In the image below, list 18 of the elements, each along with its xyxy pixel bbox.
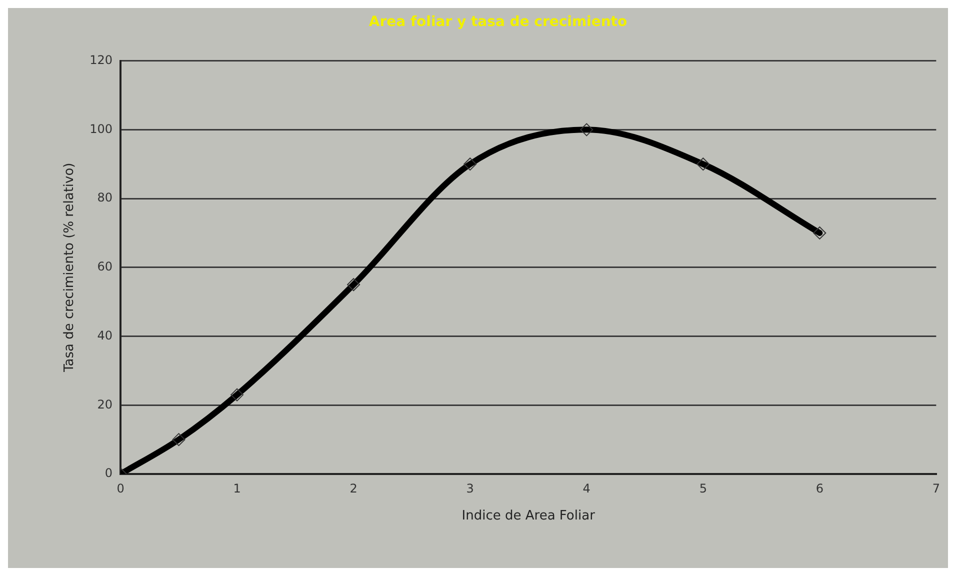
y-tick-label: 40 xyxy=(97,328,113,342)
y-tick-label: 0 xyxy=(104,466,113,480)
x-tick-label: 0 xyxy=(116,481,124,496)
y-tick-label: 120 xyxy=(90,52,113,67)
chart-title: Area foliar y tasa de crecimiento xyxy=(368,14,628,30)
x-tick-label: 6 xyxy=(816,481,824,496)
x-tick-label: 2 xyxy=(350,481,358,496)
x-tick-label: 3 xyxy=(466,481,474,496)
x-tick-label: 1 xyxy=(233,481,241,496)
x-tick-label: 7 xyxy=(932,481,940,496)
y-tick-label: 100 xyxy=(90,122,113,136)
y-tick-label: 20 xyxy=(97,397,113,412)
y-tick-label: 80 xyxy=(97,190,113,205)
x-tick-label: 5 xyxy=(699,481,707,496)
y-tick-label: 60 xyxy=(97,260,113,274)
x-axis-title: Indice de Area Foliar xyxy=(462,508,596,524)
y-axis-title: Tasa de crecimiento (% relativo) xyxy=(62,162,78,374)
x-tick-label: 4 xyxy=(582,481,590,496)
